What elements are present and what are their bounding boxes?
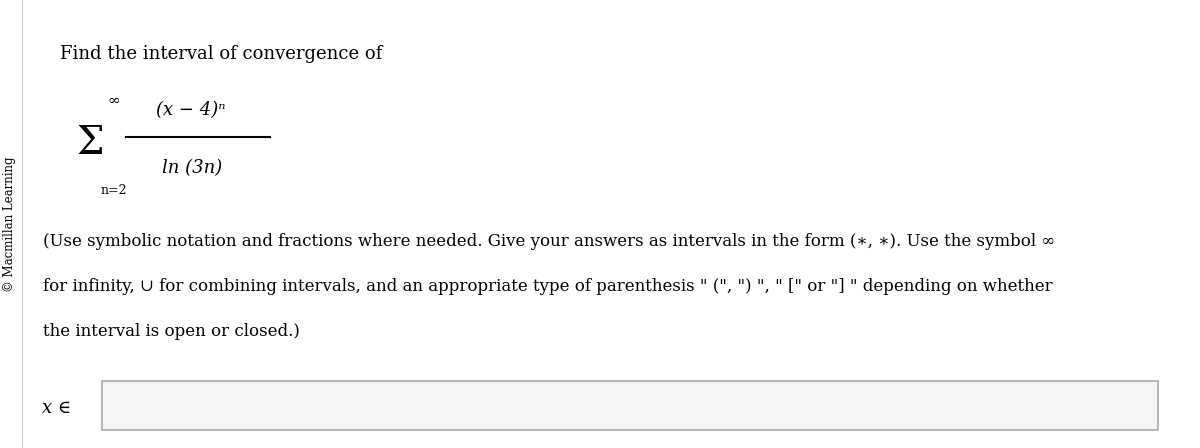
- Text: Find the interval of convergence of: Find the interval of convergence of: [60, 45, 383, 63]
- Text: Σ: Σ: [77, 125, 103, 162]
- Text: (x − 4)ⁿ: (x − 4)ⁿ: [156, 101, 226, 119]
- Text: n=2: n=2: [101, 184, 127, 197]
- Text: ln (3n): ln (3n): [162, 159, 222, 177]
- Text: the interval is open or closed.): the interval is open or closed.): [43, 323, 300, 340]
- Text: ∞: ∞: [108, 94, 120, 108]
- Text: © Macmillan Learning: © Macmillan Learning: [4, 156, 16, 292]
- Text: x ∈: x ∈: [42, 399, 71, 417]
- Text: for infinity, ∪ for combining intervals, and an appropriate type of parenthesis : for infinity, ∪ for combining intervals,…: [43, 278, 1052, 295]
- Text: (Use symbolic notation and fractions where needed. Give your answers as interval: (Use symbolic notation and fractions whe…: [43, 233, 1056, 250]
